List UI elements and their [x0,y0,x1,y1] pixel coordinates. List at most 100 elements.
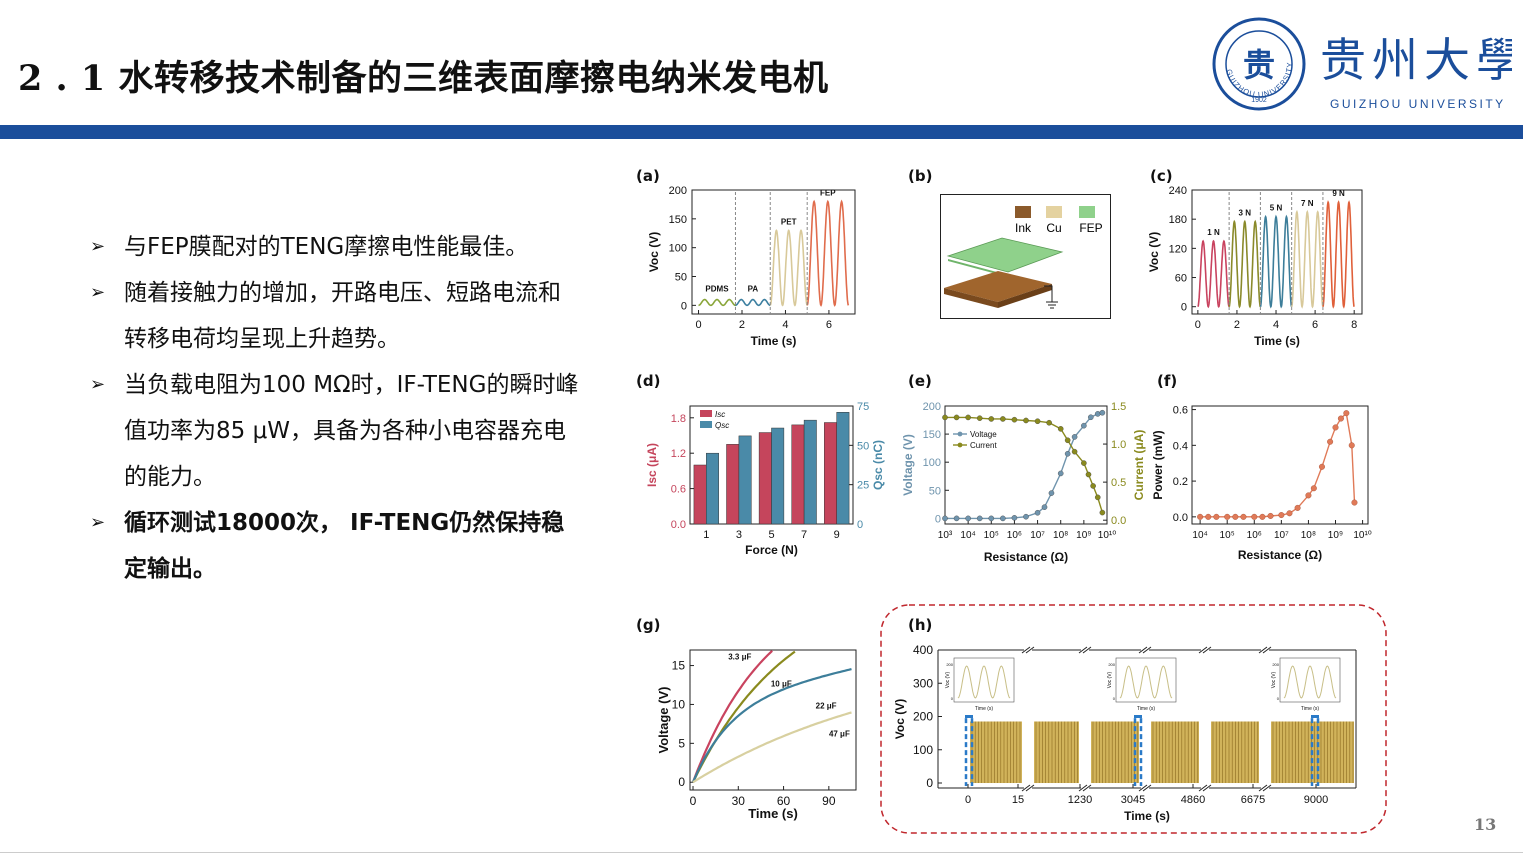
inset-x-axis-title: Time (s) [1137,706,1155,712]
data-point [1041,504,1048,510]
signal-trace [806,199,850,307]
axis-break-mark [1082,646,1092,654]
legend-label: Current [970,441,997,450]
signal-trace [1197,239,1230,309]
series-label: 1 N [1207,228,1220,237]
x-tick-label: 30 [732,794,746,808]
y-tick-label: 300 [913,676,933,690]
inset-y-tick-label: 0 [1113,696,1116,701]
data-point [1259,513,1266,520]
bar-isc [693,464,707,525]
data-point [942,414,948,421]
panel-label-e: (e) [908,372,932,390]
data-point [1090,483,1096,489]
x-axis-title: Resistance (Ω) [1238,548,1322,562]
series-label: PDMS [705,285,729,294]
x-tick-label: 3045 [1121,794,1145,806]
y-axis-title: Voc (V) [1147,232,1161,272]
data-point [953,414,960,421]
panel-label-c: (c) [1150,167,1173,185]
signal-trace [769,229,808,307]
data-point [1071,448,1078,455]
x-tick-label: 10¹⁰ [1353,530,1371,541]
signal-trace [735,298,771,307]
x-tick-label: 10⁷ [1030,530,1045,541]
plot-frame [1191,189,1363,315]
university-logo: 贵 1902 GUIZHOU UNIVERSITY 贵州大學 GUIZHOU U… [1212,14,1522,124]
x-tick-label: 0 [695,319,701,331]
data-point [1081,422,1087,429]
axis-break-mark [1198,646,1208,654]
inset-trace [957,665,1011,699]
x-tick-label: 10¹⁰ [1098,530,1116,541]
bullet-arrow-icon: ➢ [90,512,106,533]
data-point [953,515,960,522]
axis-break-mark [1258,646,1268,654]
axis-break-mark [1025,646,1035,654]
x-tick-label: 7 [801,529,807,541]
x-tick-label: 10⁵ [1220,530,1235,541]
series-line [1200,411,1356,518]
data-point [1240,513,1247,520]
inset-y-tick-label: 0 [1277,696,1280,701]
x-tick-label: 6675 [1241,794,1265,806]
data-point [1023,513,1029,520]
signal-block [1091,721,1139,784]
x-tick-label: 0 [690,794,697,808]
x-axis-title: Time (s) [1254,334,1300,348]
y-tick-label: 50 [675,272,687,284]
data-point [1064,437,1071,444]
bullet-item: ➢ 随着接触力的增加，开路电压、短路电流和转移电荷均呈现上升趋势。 [90,270,580,362]
data-point [1048,490,1055,496]
y-left-tick-label: 0.6 [671,484,686,496]
seal-year-text: 1902 [1251,97,1267,104]
data-point [1000,515,1006,522]
y-tick-label: 200 [669,185,687,197]
y-tick-label: 0 [926,776,933,790]
data-point [976,415,983,421]
x-tick-label: 10⁵ [984,530,999,541]
legend-swatch-qsc [700,421,712,428]
y-axis-title: Voc (V) [893,699,907,739]
charging-curve [691,650,773,783]
x-tick-label: 10⁴ [1192,530,1207,541]
series-label: 9 N [1332,189,1345,198]
series-label: 3 N [1239,209,1252,218]
data-point [1286,510,1293,517]
data-point [1034,509,1041,516]
data-point [1332,424,1339,431]
device-schematic: Ink Cu FEP [940,194,1111,324]
legend-label-ink: Ink [1015,221,1032,235]
data-point [1351,499,1358,506]
data-point [1099,409,1106,416]
bullet-item: ➢ 与FEP膜配对的TENG摩擦电性能最佳。 [90,224,580,270]
x-tick-label: 0 [1195,319,1201,331]
y-right-tick-label: 1.0 [1111,439,1126,451]
y-tick-label: 150 [669,214,687,226]
legend-label-cu: Cu [1046,221,1061,235]
x-tick-label: 1230 [1068,794,1092,806]
inset-y-axis-title: Voc (V) [945,671,951,688]
x-tick-label: 1 [703,529,709,541]
y-right-tick-label: 0.5 [1111,477,1126,489]
panel-label-h: (h) [908,616,933,634]
x-axis-title: Time (s) [748,806,798,821]
chart-f-power: 10⁴ 10⁵ 10⁶ 10⁷ 10⁸ 10⁹ 10¹⁰ 0.0 0.2 0.4 0.6 Resist… [1150,398,1375,572]
axis-break-mark [1202,646,1212,654]
plot-frame [689,649,857,791]
x-tick-label: 5 [768,529,774,541]
y-tick-label: 0 [681,300,687,312]
series-label: PA [748,285,759,294]
data-point [1081,460,1087,466]
legend-marker [957,442,963,448]
signal-block [1034,721,1079,784]
x-tick-label: 2 [1234,319,1240,331]
bullet-item: ➢ 循环测试18000次， IF-TENG仍然保持稳定输出。 [90,500,580,592]
data-point [1034,418,1041,425]
inset-trace [1119,665,1173,699]
bar-isc [824,422,837,525]
x-tick-label: 10⁸ [1053,530,1068,541]
axis-break-mark [1262,784,1272,792]
data-point [965,414,971,421]
legend-label-qsc: Qsc [715,421,729,430]
